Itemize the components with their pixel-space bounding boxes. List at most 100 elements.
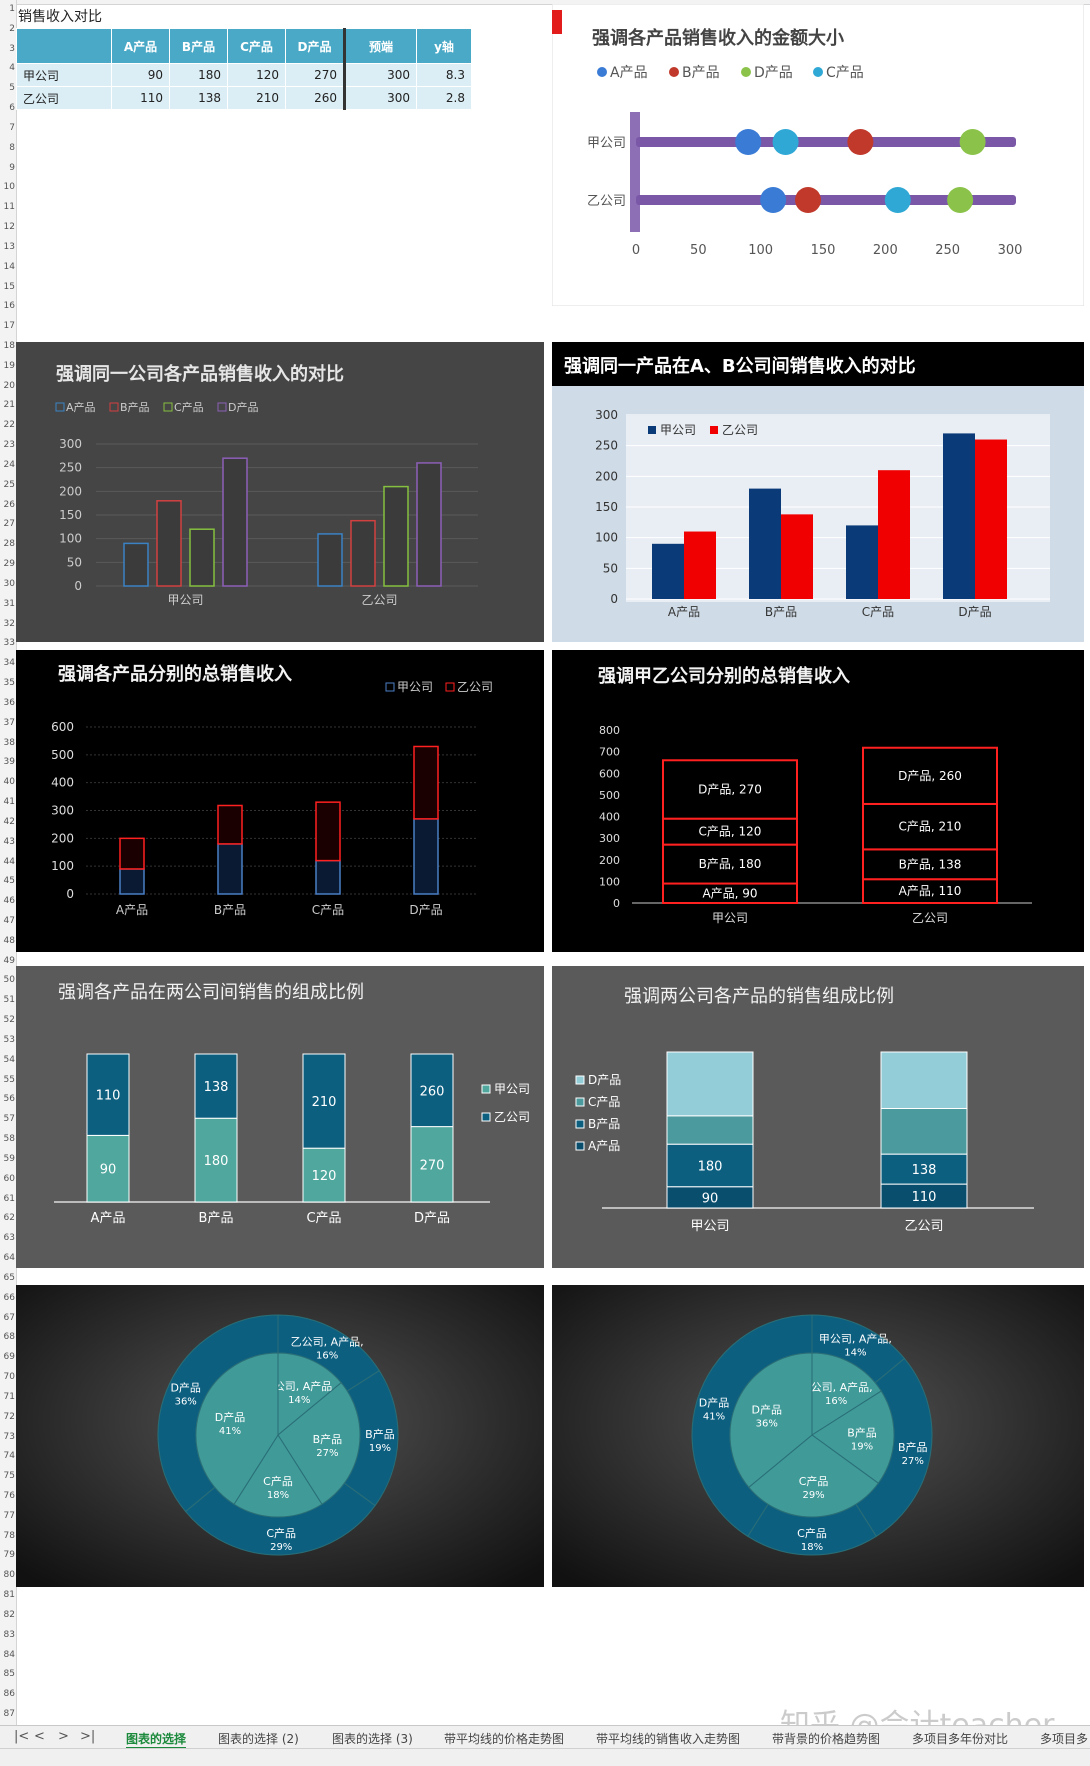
row-number[interactable]: 77 <box>3 1510 15 1521</box>
row-number[interactable]: 4 <box>9 63 15 74</box>
row-number[interactable]: 70 <box>3 1372 15 1383</box>
chart-stack-by-company[interactable]: 强调甲乙公司分别的总销售收入 0 100 200 300 400 500 600 700 800 A… <box>552 650 1084 952</box>
row-number[interactable]: 18 <box>3 340 15 351</box>
row-number[interactable]: 76 <box>3 1490 15 1501</box>
tab-nav-next[interactable]: > <box>58 1729 69 1744</box>
table-cell[interactable]: 180 <box>169 63 228 87</box>
table-header-cell[interactable]: C产品 <box>227 28 286 64</box>
row-number[interactable]: 32 <box>3 618 15 629</box>
row-number[interactable]: 57 <box>3 1114 15 1125</box>
row-number[interactable]: 73 <box>3 1431 15 1442</box>
row-number[interactable]: 5 <box>9 83 15 94</box>
row-number[interactable]: 43 <box>3 836 15 847</box>
row-number[interactable]: 26 <box>3 499 15 510</box>
table-cell[interactable]: 300 <box>343 86 417 110</box>
row-number[interactable]: 84 <box>3 1649 15 1660</box>
tab-sheet[interactable]: 图表的选择 (2) <box>218 1732 299 1746</box>
row-number[interactable]: 13 <box>3 241 15 252</box>
row-number[interactable]: 54 <box>3 1054 15 1065</box>
row-number[interactable]: 58 <box>3 1134 15 1145</box>
row-number[interactable]: 36 <box>3 697 15 708</box>
row-number[interactable]: 49 <box>3 955 15 966</box>
table-row-label[interactable]: 甲公司 <box>16 63 112 87</box>
row-number[interactable]: 6 <box>9 103 15 114</box>
table-cell[interactable]: 270 <box>285 63 345 87</box>
row-number[interactable]: 67 <box>3 1312 15 1323</box>
row-number[interactable]: 42 <box>3 816 15 827</box>
row-number[interactable]: 63 <box>3 1233 15 1244</box>
row-number[interactable]: 25 <box>3 479 15 490</box>
table-cell[interactable]: 120 <box>227 63 286 87</box>
tab-sheet[interactable]: 多项目多年份对比 <box>912 1732 1009 1746</box>
row-number[interactable]: 65 <box>3 1272 15 1283</box>
row-number[interactable]: 59 <box>3 1153 15 1164</box>
row-number[interactable]: 69 <box>3 1352 15 1363</box>
row-number[interactable]: 87 <box>3 1709 15 1720</box>
row-number[interactable]: 39 <box>3 757 15 768</box>
row-number[interactable]: 8 <box>9 142 15 153</box>
chart-pct-by-product[interactable]: 强调各产品在两公司间销售的组成比例 90 110 A产品 180 138 B产品 120 210… <box>16 966 544 1268</box>
row-number[interactable]: 62 <box>3 1213 15 1224</box>
row-number[interactable]: 11 <box>3 202 15 213</box>
row-number[interactable]: 24 <box>3 459 15 470</box>
row-number[interactable]: 37 <box>3 717 15 728</box>
tab-sheet[interactable]: 多项目多 <box>1040 1732 1089 1746</box>
row-number[interactable]: 68 <box>3 1332 15 1343</box>
table-cell[interactable]: 2.8 <box>416 86 472 110</box>
row-number[interactable]: 9 <box>9 162 15 173</box>
table-header-cell[interactable]: D产品 <box>285 28 345 64</box>
row-header-strip[interactable]: 1 2 3 4 5 6 7 8 9 10 11 12 13 14 15 16 17 18 19 20 21 22 23 24 2… <box>0 0 17 1725</box>
row-number[interactable]: 28 <box>3 539 15 550</box>
row-number[interactable]: 33 <box>3 638 15 649</box>
row-number[interactable]: 15 <box>3 281 15 292</box>
tab-sheet[interactable]: 带平均线的销售收入走势图 <box>596 1732 741 1746</box>
row-number[interactable]: 34 <box>3 658 15 669</box>
row-number[interactable]: 44 <box>3 856 15 867</box>
table-header-cell[interactable] <box>16 28 112 64</box>
row-number[interactable]: 83 <box>3 1629 15 1640</box>
row-number[interactable]: 48 <box>3 935 15 946</box>
row-number[interactable]: 61 <box>3 1193 15 1204</box>
row-number[interactable]: 10 <box>3 182 15 193</box>
row-number[interactable]: 53 <box>3 1034 15 1045</box>
row-number[interactable]: 50 <box>3 975 15 986</box>
table-cell[interactable]: 138 <box>169 86 228 110</box>
row-number[interactable]: 46 <box>3 896 15 907</box>
table-header-cell[interactable]: y轴 <box>416 28 472 64</box>
tab-sheet[interactable]: 图表的选择 <box>126 1730 187 1749</box>
row-number[interactable]: 30 <box>3 578 15 589</box>
table-cell[interactable]: 260 <box>285 86 345 110</box>
row-number[interactable]: 80 <box>3 1570 15 1581</box>
chart-donut-left[interactable]: 乙公司, A产品, 16% B产品 19% C产品 29% D产品 36% 甲公司, A产品, 1… <box>16 1285 544 1587</box>
row-number[interactable]: 66 <box>3 1292 15 1303</box>
table-cell[interactable]: 90 <box>111 63 170 87</box>
tab-nav-prev[interactable]: < <box>34 1729 45 1744</box>
row-number[interactable]: 45 <box>3 876 15 887</box>
table-cell[interactable]: 300 <box>343 63 417 87</box>
row-number[interactable]: 75 <box>3 1471 15 1482</box>
tab-sheet[interactable]: 带背景的价格趋势图 <box>772 1732 881 1746</box>
table-row-label[interactable]: 乙公司 <box>16 86 112 110</box>
sheet-title-cell[interactable]: 销售收入对比 <box>18 9 102 25</box>
row-number[interactable]: 81 <box>3 1590 15 1601</box>
table-cell[interactable]: 8.3 <box>416 63 472 87</box>
chart-bar-by-company[interactable]: 强调同一公司各产品销售收入的对比 A产品 B产品 C产品 D产品 0 50 100 150 200… <box>16 342 544 642</box>
row-number[interactable]: 21 <box>3 400 15 411</box>
row-number[interactable]: 56 <box>3 1094 15 1105</box>
row-number[interactable]: 22 <box>3 420 15 431</box>
row-number[interactable]: 40 <box>3 777 15 788</box>
row-number[interactable]: 72 <box>3 1411 15 1422</box>
tab-sheet[interactable]: 图表的选择 (3) <box>332 1732 413 1746</box>
row-number[interactable]: 2 <box>9 23 15 34</box>
row-number[interactable]: 31 <box>3 598 15 609</box>
tab-sheet[interactable]: 带平均线的价格走势图 <box>444 1732 565 1746</box>
table-header-cell[interactable]: B产品 <box>169 28 228 64</box>
chart-pct-by-company[interactable]: 强调两公司各产品的销售组成比例 90 180 甲公司 110 138 乙公司 D产品 C产品 B产… <box>552 966 1084 1268</box>
row-number[interactable]: 23 <box>3 440 15 451</box>
row-number[interactable]: 3 <box>9 43 15 54</box>
chart-stack-by-product[interactable]: 强调各产品分别的总销售收入 甲公司 乙公司 0 100 200 300 400 500 600 A产… <box>16 650 544 952</box>
row-number[interactable]: 55 <box>3 1074 15 1085</box>
row-number[interactable]: 82 <box>3 1609 15 1620</box>
chart-donut-right[interactable]: 甲公司, A产品, 14% B产品 27% C产品 18% D产品 41% 乙公司, A产品, 1… <box>552 1285 1084 1587</box>
row-number[interactable]: 16 <box>3 301 15 312</box>
